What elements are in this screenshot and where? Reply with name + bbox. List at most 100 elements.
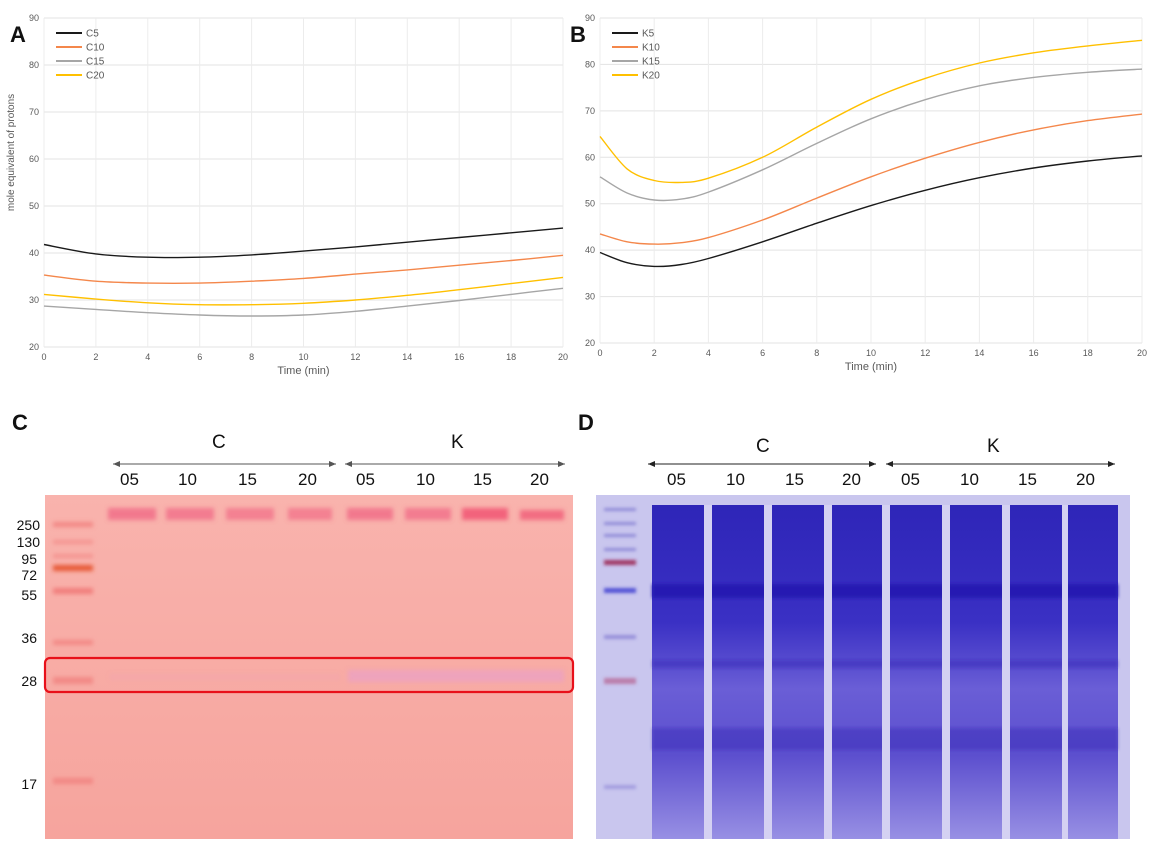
gel-d-arrowhead-k-right bbox=[1108, 461, 1115, 467]
chart-a-xtick-label: 2 bbox=[93, 352, 98, 362]
gel-c-lane-6: 10 bbox=[416, 470, 435, 489]
gel-c-lane-3: 15 bbox=[238, 470, 257, 489]
chart-b-ytick-label: 70 bbox=[585, 106, 595, 116]
chart-b-xtick-label: 12 bbox=[920, 348, 930, 358]
gel-c-lane-7: 15 bbox=[473, 470, 492, 489]
chart-a-legend-label-c15: C15 bbox=[86, 57, 105, 68]
chart-b-legend-label-k10: K10 bbox=[642, 43, 660, 54]
chart-b-xtick-label: 16 bbox=[1029, 348, 1039, 358]
gel-d-lane-3: 15 bbox=[785, 470, 804, 489]
chart-a: 20 30 40 50 60 70 80 90 0 2 4 6 8 10 12 14 16 18 20 Time (m… bbox=[0, 0, 575, 395]
gel-d-lane-4: 20 bbox=[842, 470, 861, 489]
chart-b-xtick-label: 0 bbox=[597, 348, 602, 358]
gel-c-arrowhead-c-right bbox=[329, 461, 336, 467]
chart-b-ytick-label: 90 bbox=[585, 13, 595, 23]
mw-marker-130: 130 bbox=[16, 534, 40, 550]
gel-d-arrowhead-c-left bbox=[648, 461, 655, 467]
chart-a-ytick-label: 70 bbox=[29, 107, 39, 117]
mw-marker-28: 28 bbox=[21, 673, 37, 689]
mw-marker-250: 250 bbox=[16, 517, 40, 533]
panel-letter-c: C bbox=[12, 410, 28, 435]
chart-a-legend-label-c10: C10 bbox=[86, 43, 105, 54]
panel-letter-a: A bbox=[10, 22, 26, 47]
chart-b-xtick-label: 18 bbox=[1083, 348, 1093, 358]
gel-d-arrowhead-k-left bbox=[886, 461, 893, 467]
chart-b-xlabel: Time (min) bbox=[845, 361, 897, 373]
chart-a-xtick-label: 16 bbox=[454, 352, 464, 362]
gel-d-arrowhead-c-right bbox=[869, 461, 876, 467]
chart-a-legend-label-c5: C5 bbox=[86, 29, 99, 40]
chart-a-xtick-label: 6 bbox=[197, 352, 202, 362]
gel-d-lane-6: 10 bbox=[960, 470, 979, 489]
chart-b-ytick-label: 40 bbox=[585, 245, 595, 255]
chart-a-ytick-label: 30 bbox=[29, 295, 39, 305]
chart-a-ytick-label: 20 bbox=[29, 342, 39, 352]
gel-d-lane-7: 15 bbox=[1018, 470, 1037, 489]
chart-b-series-k10-line bbox=[599, 113, 1143, 245]
chart-a-xtick-label: 12 bbox=[350, 352, 360, 362]
gel-d-ladder bbox=[604, 508, 636, 789]
chart-a-xtick-label: 4 bbox=[145, 352, 150, 362]
chart-b-series-k5-line bbox=[599, 155, 1143, 268]
mw-marker-55: 55 bbox=[21, 587, 37, 603]
chart-a-series-c10-line bbox=[43, 254, 564, 285]
mw-marker-72: 72 bbox=[21, 567, 37, 583]
gel-d-lane-5: 05 bbox=[901, 470, 920, 489]
chart-a-ylabel: mole equivalent of protons bbox=[6, 94, 17, 211]
gel-c-lane-5: 05 bbox=[356, 470, 375, 489]
panel-letter-b: B bbox=[570, 22, 586, 47]
gel-c-sample-lanes bbox=[108, 508, 564, 682]
gel-d-lane-gaps bbox=[704, 505, 1068, 839]
gel-c-svg bbox=[43, 461, 575, 839]
gel-c-lane-2: 10 bbox=[178, 470, 197, 489]
panel-letter-d: D bbox=[578, 410, 594, 435]
chart-b-legend-label-k15: K15 bbox=[642, 57, 660, 68]
chart-b-xtick-label: 8 bbox=[814, 348, 819, 358]
chart-a-ytick-label: 60 bbox=[29, 154, 39, 164]
gel-c-ladder bbox=[53, 522, 93, 784]
chart-b-xtick-label: 6 bbox=[760, 348, 765, 358]
chart-b-xtick-label: 10 bbox=[866, 348, 876, 358]
chart-a-ytick-label: 40 bbox=[29, 248, 39, 258]
chart-a-series-c20-line bbox=[43, 276, 564, 306]
gel-d-lane-8: 20 bbox=[1076, 470, 1095, 489]
gel-d-group-k-label: K bbox=[987, 436, 1000, 457]
gel-c-arrowhead-k-left bbox=[345, 461, 352, 467]
chart-a-xtick-label: 20 bbox=[558, 352, 568, 362]
chart-a-xtick-label: 10 bbox=[298, 352, 308, 362]
chart-a-ytick-label: 50 bbox=[29, 201, 39, 211]
gel-c-lane-4: 20 bbox=[298, 470, 317, 489]
chart-a-ytick-label: 90 bbox=[29, 13, 39, 23]
gel-d-lane-2: 10 bbox=[726, 470, 745, 489]
mw-marker-17: 17 bbox=[21, 776, 37, 792]
chart-b-ytick-label: 50 bbox=[585, 199, 595, 209]
gel-c-arrowhead-k-right bbox=[558, 461, 565, 467]
gel-c-arrowhead-c-left bbox=[113, 461, 120, 467]
chart-b: 20 30 40 50 60 70 80 90 0 2 4 6 8 10 12 14 16 18 20 Time (m… bbox=[578, 0, 1151, 395]
gel-d-panel: C K 05 10 15 20 05 10 15 20 bbox=[590, 430, 1151, 839]
gel-d-sample-lanes bbox=[652, 505, 1118, 839]
chart-b-xtick-label: 4 bbox=[706, 348, 711, 358]
chart-b-ytick-label: 30 bbox=[585, 292, 595, 302]
chart-b-xtick-label: 20 bbox=[1137, 348, 1147, 358]
mw-marker-95: 95 bbox=[21, 551, 37, 567]
chart-b-legend-label-k20: K20 bbox=[642, 71, 660, 82]
chart-a-xtick-label: 8 bbox=[249, 352, 254, 362]
gel-c-lane-1: 05 bbox=[120, 470, 139, 489]
chart-b-legend-label-k5: K5 bbox=[642, 29, 655, 40]
chart-b-series-k20-line bbox=[599, 39, 1143, 184]
chart-a-legend-label-c20: C20 bbox=[86, 71, 105, 82]
gel-c-group-c-label: C bbox=[212, 432, 226, 453]
mw-marker-36: 36 bbox=[21, 630, 37, 646]
gel-c-lane-8: 20 bbox=[530, 470, 549, 489]
chart-b-ytick-label: 60 bbox=[585, 152, 595, 162]
gel-d-group-c-label: C bbox=[756, 436, 770, 457]
chart-a-xtick-label: 0 bbox=[41, 352, 46, 362]
chart-b-series-k15-line bbox=[599, 68, 1143, 202]
chart-b-xtick-label: 14 bbox=[974, 348, 984, 358]
chart-a-series-c15-line bbox=[43, 287, 564, 317]
gel-c-highlight-box bbox=[43, 656, 575, 694]
gel-c-group-k-label: K bbox=[451, 432, 464, 453]
gel-c-background bbox=[45, 495, 573, 839]
chart-b-ytick-label: 20 bbox=[585, 338, 595, 348]
